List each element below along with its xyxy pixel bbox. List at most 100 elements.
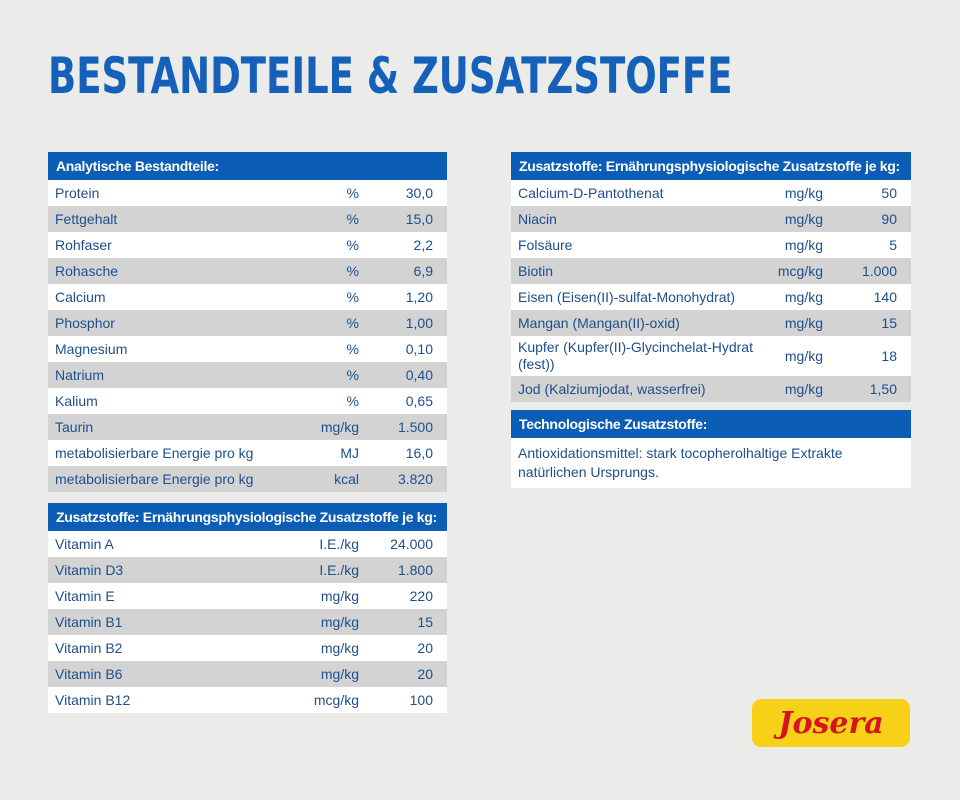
table-row: Kalium% 0,65: [48, 388, 447, 414]
minerals-table: Zusatzstoffe: Ernährungsphysiologische Z…: [511, 152, 911, 488]
value: 20: [417, 639, 433, 656]
value: 1,00: [405, 314, 433, 331]
table-row: Fettgehalt% 15,0: [48, 206, 447, 232]
unit: mg/kg: [784, 184, 823, 201]
page-title: Bestandteile & Zusatzstoffe: [48, 47, 733, 105]
value: 2,2: [413, 236, 433, 253]
value: 1,20: [405, 288, 433, 305]
value: 24.000: [390, 535, 433, 552]
table-row: Vitamin B2 mg/kg 20: [48, 635, 447, 661]
value: 50: [881, 184, 897, 201]
nutrient-name: Kupfer (Kupfer(II)-Glycinchelat-Hydrat (…: [518, 339, 753, 372]
unit: %: [346, 392, 359, 409]
nutrient-name: Natrium: [55, 366, 105, 383]
vitamins-header: Zusatzstoffe: Ernährungsphysiologische Z…: [48, 503, 447, 531]
unit: mg/kg: [784, 236, 823, 253]
table-row: Taurin mg/kg 1.500: [48, 414, 447, 440]
unit: %: [346, 184, 359, 201]
nutrient-name: Taurin: [55, 418, 94, 435]
value: 15,0: [405, 210, 433, 227]
table-row: Rohfaser% 2,2: [48, 232, 447, 258]
value: 16,0: [405, 444, 433, 461]
value: 90: [881, 210, 897, 227]
table-row: Kupfer (Kupfer(II)-Glycinchelat-Hydrat (…: [511, 336, 911, 376]
analytic-header: Analytische Bestandteile:: [48, 152, 447, 180]
value: 0,65: [405, 392, 433, 409]
table-row: Vitamin D3 I.E./kg 1.800: [48, 557, 447, 583]
nutrient-name: Mangan (Mangan(II)-oxid): [518, 314, 680, 331]
value: 30,0: [405, 184, 433, 201]
value: 5: [889, 236, 897, 253]
unit: mcg/kg: [313, 691, 359, 708]
unit: I.E./kg: [319, 535, 359, 552]
nutrient-name: Calcium: [55, 288, 106, 305]
value: 6,9: [413, 262, 433, 279]
value: 0,10: [405, 340, 433, 357]
table-row: Calcium% 1,20: [48, 284, 447, 310]
table-row: Vitamin B1 mg/kg 15: [48, 609, 447, 635]
table-row: Eisen (Eisen(II)-sulfat-Monohydrat) mg/kg…: [511, 284, 911, 310]
nutrient-name: Vitamin E: [55, 587, 115, 604]
unit: %: [346, 340, 359, 357]
nutrient-name: Protein: [55, 184, 100, 201]
nutrient-name: Jod (Kalziumjodat, wasserfrei): [518, 380, 706, 397]
table-row: metabolisierbare Energie pro kg kcal 3.820: [48, 466, 447, 492]
table-row: Calcium-D-Pantothenat mg/kg 50: [511, 180, 911, 206]
unit: %: [346, 288, 359, 305]
table-row: Mangan (Mangan(II)-oxid) mg/kg 15: [511, 310, 911, 336]
nutrient-name: Magnesium: [55, 340, 128, 357]
unit: %: [346, 210, 359, 227]
vitamins-table: Zusatzstoffe: Ernährungsphysiologische Z…: [48, 503, 447, 713]
nutrient-name: Eisen (Eisen(II)-sulfat-Monohydrat): [518, 288, 736, 305]
value: 15: [881, 314, 897, 331]
value: 0,40: [405, 366, 433, 383]
unit: mg/kg: [320, 639, 359, 656]
nutrient-name: Vitamin B2: [55, 639, 123, 656]
unit: %: [346, 236, 359, 253]
nutrient-name: Biotin: [518, 262, 554, 279]
value: 15: [417, 613, 433, 630]
value: 1.500: [397, 418, 433, 435]
table-row: Vitamin A I.E./kg 24.000: [48, 531, 447, 557]
nutrient-name: Fettgehalt: [55, 210, 118, 227]
nutrient-name: Vitamin B12: [55, 691, 131, 708]
value: 1,50: [869, 380, 897, 397]
analytic-table: Analytische Bestandteile: Protein% 30,0 Fe…: [48, 152, 447, 492]
table-row: Vitamin E mg/kg 220: [48, 583, 447, 609]
table-row: Vitamin B12 mcg/kg 100: [48, 687, 447, 713]
unit: mg/kg: [784, 288, 823, 305]
unit: mg/kg: [784, 210, 823, 227]
table-row: metabolisierbare Energie pro kg MJ 16,0: [48, 440, 447, 466]
value: 1.000: [861, 262, 897, 279]
unit: I.E./kg: [319, 561, 359, 578]
unit: %: [346, 366, 359, 383]
value: 1.800: [397, 561, 433, 578]
table-row: Rohasche% 6,9: [48, 258, 447, 284]
value: 3.820: [397, 470, 433, 487]
unit: mg/kg: [320, 418, 359, 435]
value: 100: [409, 691, 433, 708]
nutrient-name: Vitamin A: [55, 535, 114, 552]
table-row: Folsäure mg/kg 5: [511, 232, 911, 258]
unit: kcal: [334, 470, 359, 487]
unit: MJ: [340, 444, 359, 461]
nutrient-name: Niacin: [518, 210, 557, 227]
unit: mg/kg: [320, 665, 359, 682]
table-row: Biotin mcg/kg 1.000: [511, 258, 911, 284]
unit: mg/kg: [784, 380, 823, 397]
unit: %: [346, 314, 359, 331]
table-row: Niacin mg/kg 90: [511, 206, 911, 232]
josera-logo: Josera: [752, 699, 910, 747]
unit: mg/kg: [784, 347, 823, 364]
table-row: Magnesium% 0,10: [48, 336, 447, 362]
technological-text: Antioxidationsmittel: stark tocopherolha…: [511, 438, 911, 488]
nutrient-name: Phosphor: [55, 314, 115, 331]
unit: mcg/kg: [777, 262, 823, 279]
nutrient-name: metabolisierbare Energie pro kg: [55, 444, 254, 461]
table-row: Phosphor% 1,00: [48, 310, 447, 336]
unit: %: [346, 262, 359, 279]
value: 220: [409, 587, 433, 604]
nutrient-name: Vitamin D3: [55, 561, 124, 578]
value: 20: [417, 665, 433, 682]
nutrient-name: Kalium: [55, 392, 98, 409]
